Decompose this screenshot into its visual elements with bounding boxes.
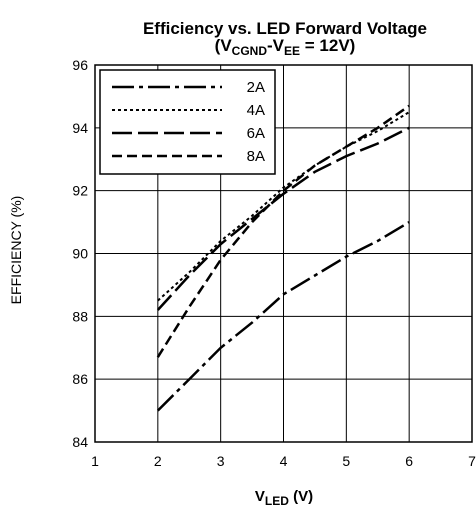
y-tick-label: 88 <box>72 308 88 324</box>
series-line-4A <box>157 111 410 302</box>
plot-frame <box>94 64 473 443</box>
x-tick-label: 5 <box>342 453 350 469</box>
y-tick-label: 84 <box>72 434 88 450</box>
x-tick-label: 7 <box>468 453 476 469</box>
y-tick-label: 96 <box>72 57 88 73</box>
legend-label: 6A <box>247 125 265 142</box>
x-tick-label: 4 <box>280 453 288 469</box>
x-axis-label: VLED (V) <box>255 488 313 508</box>
y-tick-label: 92 <box>72 183 88 199</box>
series-line-2A <box>156 221 410 412</box>
tick-labels: 1 2 3 4 5 6 7 84 86 88 90 92 94 96 <box>72 57 476 469</box>
x-tick-label: 6 <box>405 453 413 469</box>
legend-label: 8A <box>247 148 265 165</box>
chart-title: Efficiency vs. LED Forward Voltage <box>143 19 427 38</box>
series-lines <box>156 104 410 412</box>
chart-subtitle: (VCGND-VEE = 12V) <box>215 36 356 58</box>
x-tick-label: 1 <box>91 453 99 469</box>
y-tick-label: 86 <box>72 371 88 387</box>
y-tick-label: 94 <box>72 120 88 136</box>
y-axis-label: EFFICIENCY (%) <box>8 196 24 305</box>
series-line-6A <box>156 126 410 311</box>
legend: 2A 4A 6A 8A <box>99 69 276 175</box>
legend-label: 4A <box>247 102 265 119</box>
x-tick-label: 2 <box>154 453 162 469</box>
series-line-8A <box>156 104 410 358</box>
y-tick-label: 90 <box>72 246 88 262</box>
x-tick-label: 3 <box>217 453 225 469</box>
legend-label: 2A <box>247 79 265 96</box>
